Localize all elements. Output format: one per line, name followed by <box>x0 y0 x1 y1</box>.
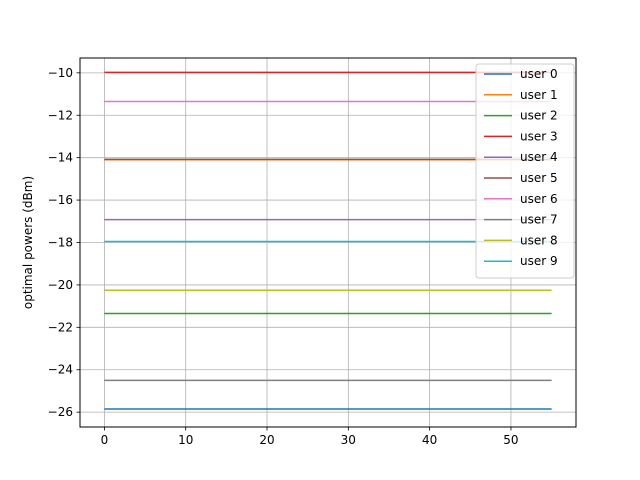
x-axis: 0 10 20 30 40 50 <box>101 427 519 447</box>
y-tick-label: −26 <box>48 405 73 419</box>
legend-label: user 9 <box>520 254 558 268</box>
legend: user 0 user 1 user 2 user 3 user 4 user 5 user… <box>475 63 575 279</box>
y-tick-label: −18 <box>48 236 73 250</box>
x-tick-label: 10 <box>178 433 193 447</box>
legend-label: user 8 <box>520 233 558 247</box>
legend-label: user 3 <box>520 129 558 143</box>
y-tick-label: −10 <box>48 66 73 80</box>
x-tick-label: 40 <box>422 433 437 447</box>
legend-label: user 6 <box>520 192 558 206</box>
y-axis: −26 −24 −22 −20 −18 −16 −14 −12 −10 <box>48 66 80 419</box>
y-tick-label: −20 <box>48 278 73 292</box>
legend-label: user 2 <box>520 109 558 123</box>
x-tick-label: 50 <box>503 433 518 447</box>
legend-label: user 5 <box>520 171 558 185</box>
legend-label: user 7 <box>520 213 558 227</box>
legend-label: user 1 <box>520 88 558 102</box>
legend-box <box>475 63 575 279</box>
y-axis-label: optimal powers (dBm) <box>21 176 35 309</box>
x-tick-label: 20 <box>259 433 274 447</box>
x-tick-label: 0 <box>101 433 109 447</box>
y-tick-label: −16 <box>48 193 73 207</box>
legend-label: user 4 <box>520 150 558 164</box>
y-tick-label: −22 <box>48 320 73 334</box>
x-tick-label: 30 <box>341 433 356 447</box>
y-tick-label: −24 <box>48 363 73 377</box>
y-tick-label: −12 <box>48 108 73 122</box>
legend-label: user 0 <box>520 67 558 81</box>
y-tick-label: −14 <box>48 151 73 165</box>
